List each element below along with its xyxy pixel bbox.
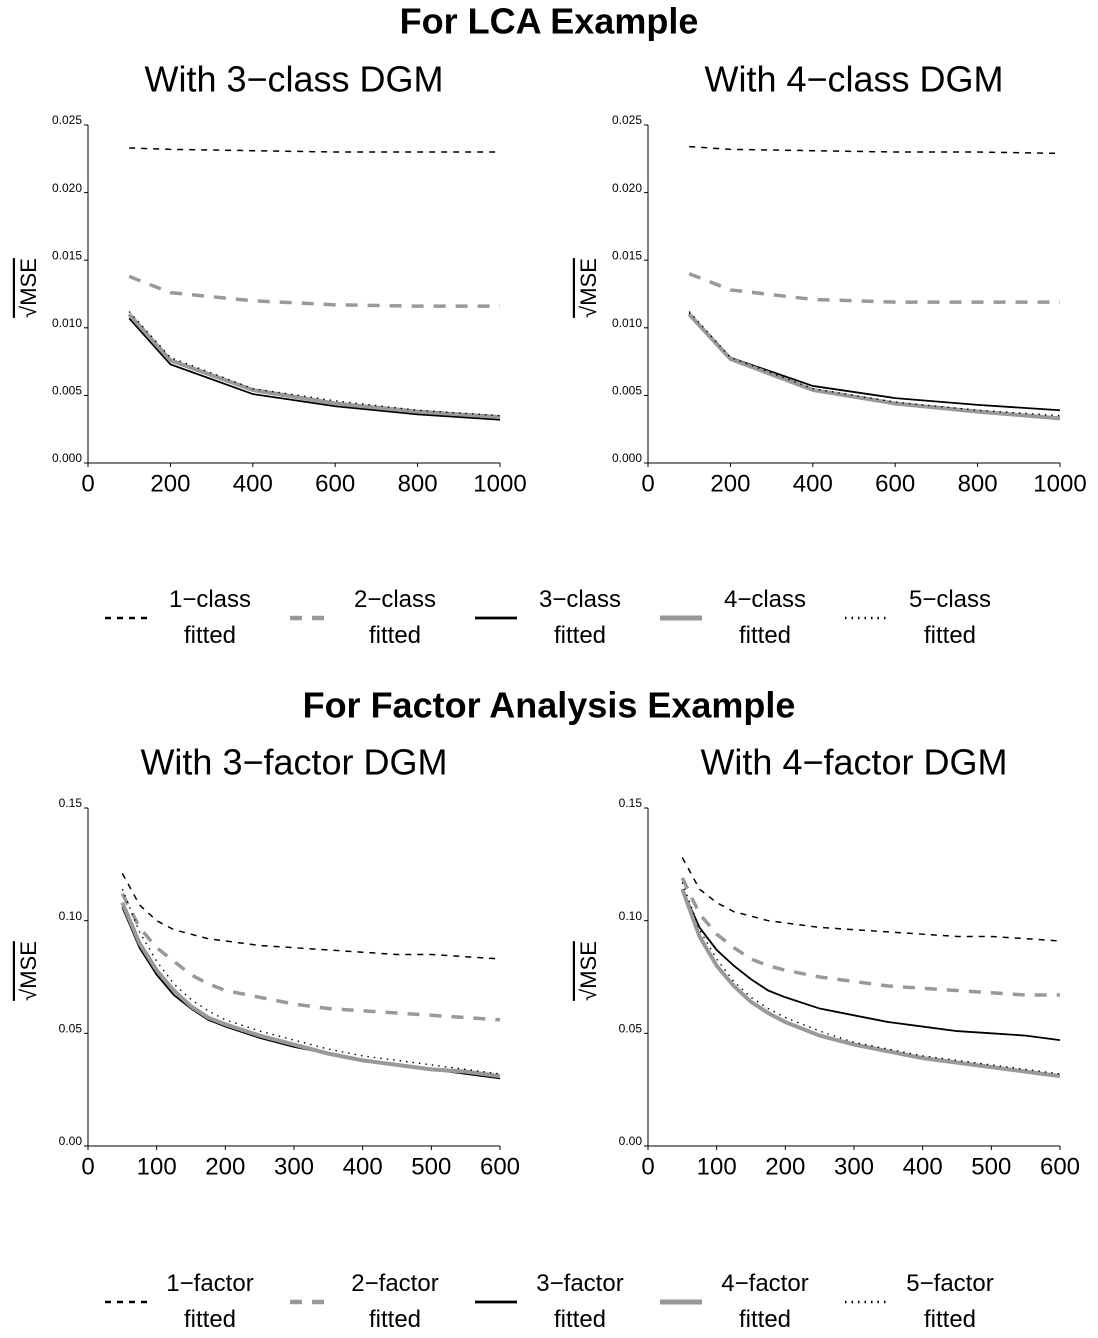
y-tick-label: 0.020: [612, 181, 642, 195]
series-line: [688, 272, 1060, 304]
y-tick-label: 0.000: [612, 451, 642, 465]
x-tick-label: 100: [697, 1153, 737, 1180]
y-tick-label: 0.025: [52, 113, 82, 127]
y-tick-label: 0.00: [619, 1134, 643, 1148]
x-tick-label: 600: [480, 1153, 520, 1180]
x-tick-label: 200: [765, 1153, 805, 1180]
x-tick-label: 0: [81, 470, 94, 497]
y-tick-label: 0.10: [619, 909, 643, 923]
series-line: [120, 892, 501, 1022]
y-tick-label: 0.015: [612, 248, 642, 262]
x-tick-label: 500: [411, 1153, 451, 1180]
x-tick-label: 400: [903, 1153, 943, 1180]
x-tick-label: 200: [150, 470, 190, 497]
x-tick-label: 600: [315, 470, 355, 497]
legend-label: 1−class fitted: [168, 586, 252, 649]
legend-label: 4−factor fitted: [721, 1270, 809, 1333]
series-line: [121, 888, 501, 1075]
x-tick-label: 0: [641, 1153, 654, 1180]
x-tick-label: 400: [343, 1153, 383, 1180]
series-line: [687, 312, 1061, 421]
x-tick-label: 600: [1040, 1153, 1080, 1180]
series-line: [129, 147, 500, 153]
series-line: [689, 145, 1061, 155]
x-tick-label: 300: [274, 1153, 314, 1180]
legend-label: 1−factor fitted: [166, 1270, 254, 1333]
chart-title: With 4−class DGM: [704, 59, 1003, 100]
y-tick-label: 0.00: [59, 1134, 83, 1148]
legend-label: 4−class fitted: [723, 586, 807, 649]
y-tick-label: 0.15: [619, 796, 643, 810]
x-tick-label: 200: [205, 1153, 245, 1180]
legend-label: 5−factor fitted: [906, 1270, 994, 1333]
series-line: [121, 872, 501, 960]
series-line: [681, 857, 1061, 942]
series-line: [120, 901, 501, 1079]
chart-title: With 4−factor DGM: [700, 742, 1007, 783]
chart-title: With 3−factor DGM: [140, 742, 447, 783]
x-tick-label: 500: [971, 1153, 1011, 1180]
y-axis-label: √MSE: [16, 258, 41, 318]
y-tick-label: 0.000: [52, 451, 82, 465]
y-tick-label: 0.05: [59, 1022, 83, 1036]
x-tick-label: 0: [81, 1153, 94, 1180]
y-tick-label: 0.10: [59, 909, 83, 923]
series-line: [128, 274, 500, 308]
legend-label: 3−factor fitted: [536, 1270, 624, 1333]
x-tick-label: 300: [834, 1153, 874, 1180]
legend-label: 3−class fitted: [538, 586, 622, 649]
legend-label: 2−factor fitted: [351, 1270, 439, 1333]
series-line: [681, 882, 1061, 1075]
x-tick-label: 800: [958, 470, 998, 497]
y-axis-label: √MSE: [16, 941, 41, 1001]
y-tick-label: 0.010: [612, 316, 642, 330]
x-tick-label: 100: [137, 1153, 177, 1180]
y-axis-label: √MSE: [576, 258, 601, 318]
series-line: [680, 877, 1060, 997]
y-tick-label: 0.005: [52, 384, 82, 398]
series-line: [128, 317, 501, 421]
y-tick-label: 0.005: [612, 384, 642, 398]
series-line: [688, 312, 1061, 412]
y-tick-label: 0.025: [612, 113, 642, 127]
x-tick-label: 400: [793, 470, 833, 497]
chart-title: With 3−class DGM: [144, 59, 443, 100]
x-tick-label: 600: [875, 470, 915, 497]
y-tick-label: 0.020: [52, 181, 82, 195]
x-tick-label: 1000: [1033, 470, 1086, 497]
series-line: [127, 312, 501, 420]
x-tick-label: 200: [710, 470, 750, 497]
x-tick-label: 800: [398, 470, 438, 497]
x-tick-label: 1000: [473, 470, 526, 497]
section-title: For Factor Analysis Example: [303, 685, 796, 726]
y-tick-label: 0.15: [59, 796, 83, 810]
series-line: [681, 888, 1061, 1041]
legend-label: 5−class fitted: [908, 586, 992, 649]
y-tick-label: 0.015: [52, 248, 82, 262]
section-title: For LCA Example: [400, 1, 699, 42]
y-axis-label: √MSE: [576, 941, 601, 1001]
x-tick-label: 0: [641, 470, 654, 497]
legend-label: 2−class fitted: [353, 586, 437, 649]
y-tick-label: 0.010: [52, 316, 82, 330]
y-tick-label: 0.05: [619, 1022, 643, 1036]
x-tick-label: 400: [233, 470, 273, 497]
series-line: [680, 888, 1061, 1079]
